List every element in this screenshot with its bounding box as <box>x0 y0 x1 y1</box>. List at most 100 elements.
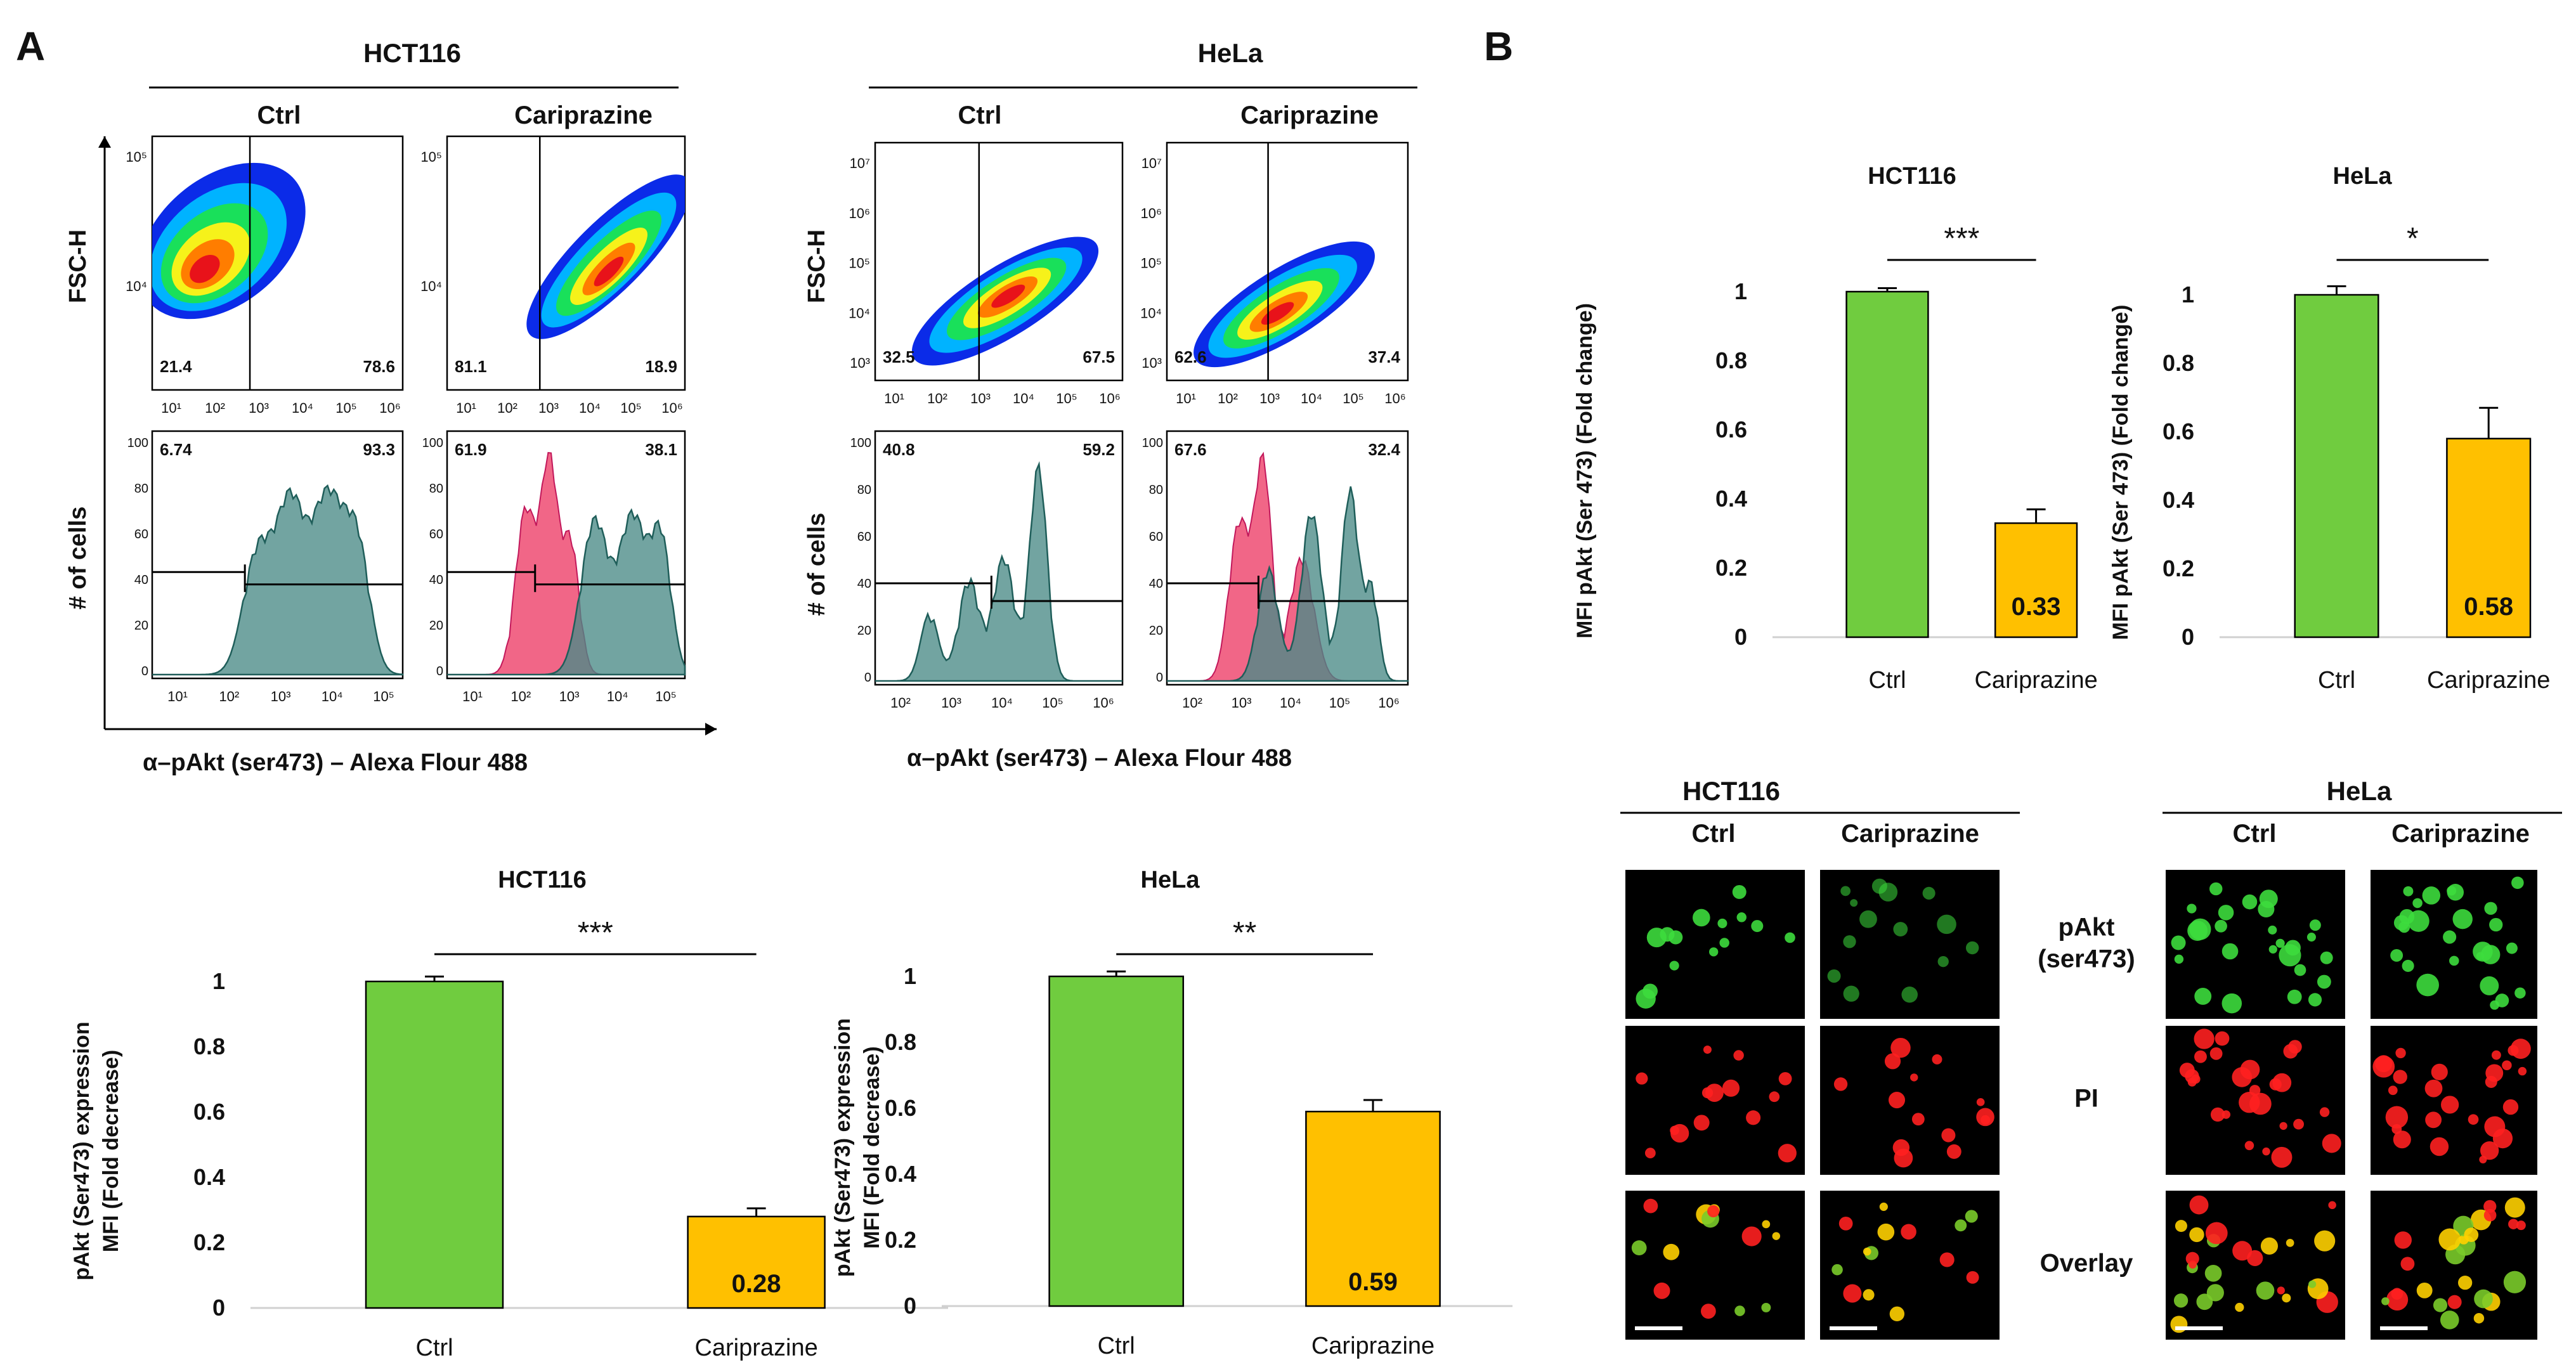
histogram-treated-fill <box>1167 486 1408 682</box>
cell-spot <box>2495 993 2509 1007</box>
cell-spot <box>2210 1107 2225 1122</box>
cell-spot <box>2447 1295 2462 1309</box>
flow-group-hct116: HCT116 Ctrl Cariprazine 21.4 78.6 10⁵ 10⁴ 10¹ 10… <box>65 38 717 776</box>
arrow-head <box>705 723 717 735</box>
hist-y-tick: 100 <box>850 436 871 450</box>
significance-stars: * <box>2407 222 2419 256</box>
y-tick-label: 0.8 <box>2163 350 2194 376</box>
density-x-tick: 10⁶ <box>379 400 401 416</box>
hist-y-tick: 80 <box>1149 483 1163 497</box>
cell-spot <box>2309 919 2321 931</box>
density-y-tick: 10⁷ <box>1142 155 1162 171</box>
y-tick-label: 0.4 <box>193 1164 225 1190</box>
cell-spot <box>1831 1264 1843 1276</box>
cell-spot <box>2175 1220 2187 1233</box>
density-x-tick: 10¹ <box>161 400 181 416</box>
cell-spot <box>1660 927 1675 942</box>
microscopy-condition-label: Ctrl <box>1692 820 1736 848</box>
cell-spot <box>2440 1311 2459 1330</box>
hist-y-tick: 20 <box>857 624 871 638</box>
cell-spot <box>1955 1219 1967 1232</box>
density-plot: 32.5 67.5 10⁷ 10⁶ 10⁵ 10⁴ 10³ 10¹ 10² 10³ 10⁴ 10⁵ 10… <box>849 141 1124 406</box>
cell-spot <box>2447 886 2457 896</box>
y-tick-label: 0.2 <box>885 1227 916 1253</box>
cell-spot <box>2185 1252 2199 1265</box>
cell-spot <box>2476 952 2485 961</box>
density-y-tick: 10⁵ <box>420 149 442 165</box>
cell-spot <box>2189 1227 2204 1243</box>
cell-spot <box>2431 1063 2448 1080</box>
density-x-tick: 10² <box>927 391 947 406</box>
chart-title: HeLa <box>2333 163 2393 190</box>
hist-x-tick: 10⁵ <box>655 689 677 704</box>
cell-spot <box>2189 918 2211 940</box>
cell-spot <box>1879 1202 1888 1211</box>
cell-spot <box>1636 988 1656 1009</box>
histogram-treated-fill <box>875 461 1122 682</box>
y-axis-label-cells: # of cells <box>803 513 830 616</box>
hist-y-tick: 80 <box>429 482 443 496</box>
cell-spot <box>2412 898 2423 909</box>
data-value-label: 0.58 <box>2464 593 2513 621</box>
microscopy-group-hela: HeLa Ctrl Cariprazine <box>2163 776 2562 1340</box>
hist-x-tick: 10⁴ <box>607 689 628 704</box>
hist-y-tick: 40 <box>1149 577 1163 591</box>
cell-spot <box>2328 1201 2336 1210</box>
histogram-plot: 40.8 59.2 100 80 60 40 20 0 10² 10³ 10⁴ 10⁵ 10⁶ <box>850 430 1124 711</box>
cell-spot <box>1709 947 1719 957</box>
cell-spot <box>1850 899 1858 907</box>
y-tick-label: 0.2 <box>193 1229 225 1255</box>
hist-x-tick: 10³ <box>271 689 291 704</box>
cell-spot <box>2425 1111 2442 1129</box>
cell-spot <box>2386 1288 2409 1311</box>
cell-spot <box>1877 1223 1895 1241</box>
cell-spot <box>2308 993 2322 1007</box>
hist-x-tick: 10⁶ <box>1378 695 1400 711</box>
density-plot: 62.6 37.4 10⁷ 10⁶ 10⁵ 10⁴ 10³ 10¹ 10² 10³ 10⁴ 10⁵ 10… <box>1140 141 1409 406</box>
cell-spot <box>2468 1114 2479 1125</box>
hist-x-tick: 10¹ <box>462 689 483 704</box>
cell-spot <box>2279 1122 2287 1130</box>
hist-x-tick: 10⁶ <box>1093 695 1114 711</box>
gate-value-left: 40.8 <box>883 440 915 459</box>
microscopy-row-label: Overlay <box>2040 1250 2134 1278</box>
cell-spot <box>2403 886 2414 896</box>
cell-spot <box>1732 884 1747 899</box>
cell-spot <box>1734 1305 1745 1316</box>
x-axis-label: α–pAkt (ser473) – Alexa Flour 488 <box>143 749 528 776</box>
cell-spot <box>1733 1050 1744 1061</box>
cell-spot <box>1701 1087 1714 1099</box>
data-value-label: 0.28 <box>732 1270 781 1298</box>
y-tick-label: 0.2 <box>1715 555 1747 581</box>
cell-spot <box>2473 1313 2485 1324</box>
cell-spot <box>2194 1050 2207 1063</box>
panel-label-a: A <box>16 23 45 69</box>
hist-x-tick: 10² <box>890 695 911 711</box>
cell-spot <box>2416 1282 2433 1298</box>
hist-y-tick: 60 <box>1149 530 1163 544</box>
hist-y-tick: 100 <box>127 436 148 450</box>
histogram-treated-fill <box>152 484 404 676</box>
density-x-tick: 10⁵ <box>620 400 642 416</box>
gate-value-right: 32.4 <box>1368 440 1400 459</box>
cell-spot <box>2221 943 2239 960</box>
category-label: Ctrl <box>1098 1333 1135 1359</box>
cell-spot <box>1892 1139 1910 1156</box>
category-label: Ctrl <box>1868 667 1906 694</box>
density-x-tick: 10⁴ <box>1301 391 1322 406</box>
hist-x-tick: 10⁵ <box>373 689 394 704</box>
y-tick-label: 0.6 <box>193 1099 225 1125</box>
flow-cell-line-title: HCT116 <box>363 38 461 68</box>
category-label: Cariprazine <box>1974 667 2097 694</box>
hist-y-tick: 0 <box>436 664 443 678</box>
hist-y-tick: 20 <box>1149 624 1163 638</box>
microscopy-row-label: PI <box>2074 1085 2098 1113</box>
cell-spot <box>1746 1110 1761 1125</box>
y-tick-label: 0 <box>212 1295 225 1321</box>
cell-spot <box>1946 1144 1961 1159</box>
quadrant-value-right: 78.6 <box>363 357 395 376</box>
y-tick-label: 0.4 <box>2163 487 2194 513</box>
cell-spot <box>2385 1106 2409 1129</box>
cell-spot <box>1719 938 1729 948</box>
